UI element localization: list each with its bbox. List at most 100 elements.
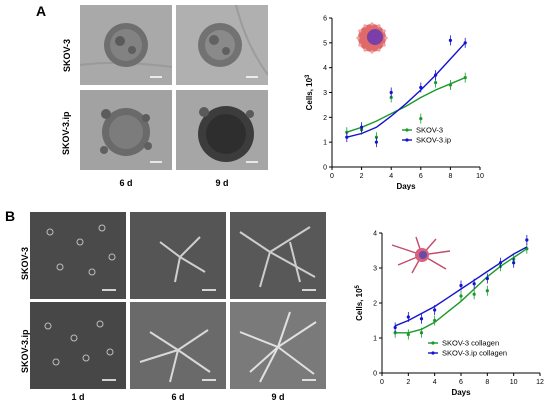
cell-surface-dot (377, 48, 381, 52)
x-tick-label: 6 (459, 379, 463, 386)
cell-surface-dot (356, 36, 360, 40)
legend-label: SKOV-3.ip collagen (442, 349, 507, 358)
row-label-skov3-a: SKOV-3 (62, 38, 72, 72)
row-label-skov3-b: SKOV-3 (20, 246, 30, 280)
x-axis-label: Days (451, 388, 471, 397)
y-tick-label: 5 (323, 40, 327, 47)
y-axis-label-exponent: 5 (355, 284, 361, 288)
y-tick-label: 4 (373, 231, 377, 238)
data-point (463, 76, 467, 80)
micrograph-a-skov3-9d (176, 5, 268, 85)
data-point (463, 41, 467, 45)
y-tick-label: 2 (373, 301, 377, 308)
data-point (485, 289, 489, 293)
col-label-b-9d: 9 d (271, 392, 285, 402)
series-fit-line (395, 248, 528, 334)
micrograph-b-skov3-1d (30, 212, 126, 299)
data-point (345, 135, 349, 139)
data-point (525, 238, 529, 242)
legend-marker (405, 128, 409, 132)
data-point (459, 294, 463, 298)
data-point (472, 292, 476, 296)
legend-label: SKOV-3 collagen (442, 339, 499, 348)
data-point (485, 276, 489, 281)
y-tick-label: 6 (323, 16, 327, 23)
x-tick-label: 0 (330, 173, 334, 180)
panel-b-label: B (5, 208, 16, 224)
cell-surface-dot (358, 43, 362, 47)
col-label-b-1d: 1 d (71, 392, 85, 402)
micrograph-b-skov3-6d (130, 212, 226, 299)
y-tick-label: 3 (373, 266, 377, 273)
y-tick-label: 3 (323, 90, 327, 97)
data-point (498, 261, 503, 265)
legend-label: SKOV-3 (416, 126, 443, 135)
y-tick-label: 2 (323, 115, 327, 122)
micrograph-b-skov3ip-1d (30, 302, 126, 389)
data-point (406, 315, 410, 319)
cell-surface-dot (384, 36, 388, 40)
nucleus-icon (419, 251, 427, 259)
micrograph-b-skov3ip-9d (230, 302, 326, 389)
micrograph-a-skov3-6d (80, 5, 172, 85)
data-point (459, 283, 463, 288)
cell-surface-dot (363, 48, 367, 52)
nucleus-icon (367, 29, 383, 45)
x-tick-label: 0 (380, 379, 384, 386)
data-point (389, 90, 393, 95)
x-tick-label: 6 (419, 173, 423, 180)
data-point (419, 85, 423, 90)
cell-surface-dot (382, 43, 386, 47)
data-point (472, 282, 476, 286)
data-point (434, 80, 438, 85)
data-point (419, 317, 424, 321)
y-axis-label: Cells, 105 (355, 284, 364, 320)
x-tick-label: 8 (448, 173, 452, 180)
cell-surface-dot (363, 24, 367, 28)
row-label-skov3ip-a: SKOV-3.ip (61, 111, 71, 155)
x-axis-label: Days (396, 182, 416, 190)
cell-surface-dot (358, 29, 362, 33)
col-label-b-6d: 6 d (171, 392, 185, 402)
micrograph-b-skov3-9d (230, 212, 326, 299)
data-point (433, 318, 437, 323)
x-tick-label: 4 (433, 379, 437, 386)
x-tick-label: 2 (360, 173, 364, 180)
x-tick-label: 10 (510, 379, 518, 386)
legend-marker (431, 351, 435, 355)
data-point (448, 38, 452, 42)
data-point (406, 332, 410, 337)
y-axis-label: Cells, 103 (305, 74, 314, 110)
data-point (419, 116, 423, 121)
series-fit-line (346, 42, 466, 138)
legend-marker (431, 341, 435, 345)
x-tick-label: 4 (389, 173, 393, 180)
y-tick-label: 0 (373, 371, 377, 378)
data-point (448, 83, 452, 87)
micrograph-a-skov3ip-6d (80, 90, 172, 170)
legend-label: SKOV-3.ip (416, 136, 451, 145)
x-tick-label: 2 (406, 379, 410, 386)
data-point (512, 261, 516, 265)
col-label-a-9d: 9 d (215, 178, 229, 188)
data-point (433, 308, 437, 312)
legend-marker (405, 138, 409, 142)
y-tick-label: 0 (323, 165, 327, 172)
x-tick-label: 12 (536, 379, 544, 386)
data-point (374, 140, 378, 144)
micrograph-a-skov3ip-9d (176, 90, 268, 170)
x-tick-label: 10 (476, 173, 484, 180)
series-fit-line (346, 76, 466, 133)
data-point (434, 73, 438, 77)
cell-surface-dot (370, 50, 374, 54)
col-label-a-6d: 6 d (119, 178, 133, 188)
cell-surface-dot (377, 24, 381, 28)
panel-a-label: A (36, 3, 47, 19)
y-axis-label-exponent: 3 (305, 74, 311, 78)
data-point (419, 331, 424, 335)
row-label-skov3ip-b: SKOV-3.ip (20, 329, 30, 373)
cell-surface-dot (382, 29, 386, 33)
y-tick-label: 4 (323, 65, 327, 72)
cell-surface-dot (370, 22, 374, 26)
